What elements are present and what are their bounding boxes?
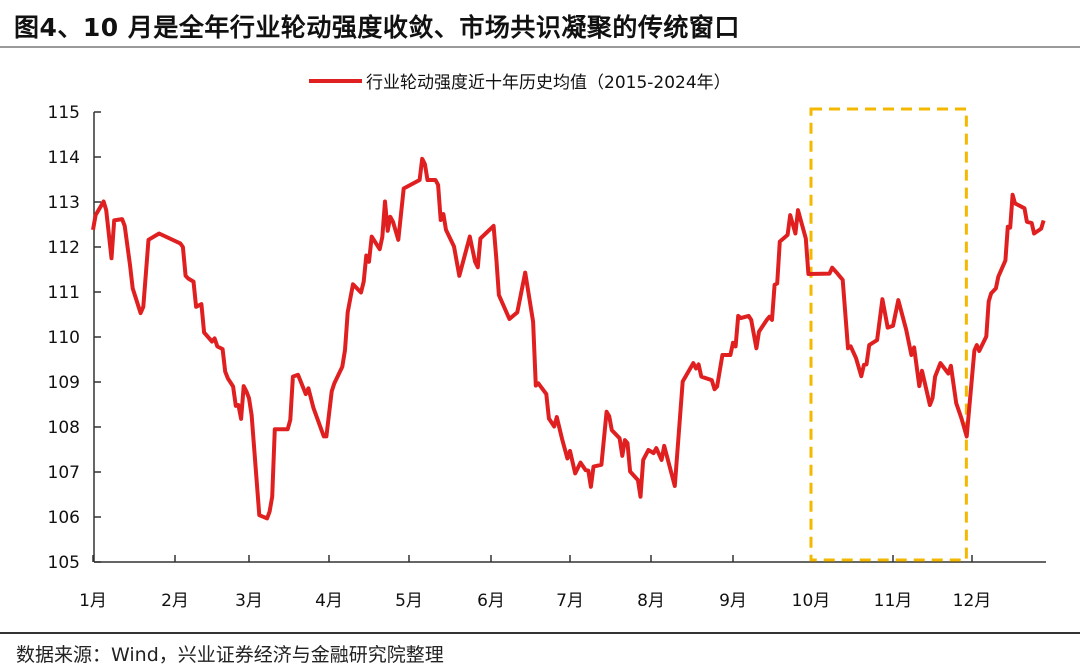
highlight-box: [809, 107, 968, 562]
x-tick-label: 1月: [79, 591, 107, 611]
legend: 行业轮动强度近十年历史均值（2015-2024年）: [309, 73, 731, 93]
y-tick-label: 115: [48, 103, 80, 123]
x-tick-label: 8月: [637, 591, 665, 611]
source-divider: [0, 632, 1080, 634]
chart-title: 图4、10 月是全年行业轮动强度收敛、市场共识凝聚的传统窗口: [14, 13, 740, 42]
x-tick-label: 7月: [556, 591, 584, 611]
x-tick-label: 5月: [395, 591, 423, 611]
title-divider: [0, 46, 1080, 48]
y-tick-label: 106: [48, 508, 80, 528]
x-tick-label: 3月: [235, 591, 263, 611]
x-axis: 1月 2月 3月 4月 5月 6月 7月 8月 9月 10月 11月 12月: [79, 555, 1046, 611]
x-tick-label: 12月: [953, 591, 992, 611]
y-tick-label: 105: [48, 553, 80, 573]
source-note: 数据来源：Wind，兴业证券经济与金融研究院整理: [16, 644, 444, 666]
y-tick-label: 112: [48, 238, 80, 258]
y-tick-label: 109: [48, 373, 80, 393]
legend-label: 行业轮动强度近十年历史均值（2015-2024年）: [366, 73, 731, 93]
y-tick-label: 113: [48, 193, 80, 213]
y-tick-label: 107: [48, 463, 80, 483]
y-tick-label: 114: [48, 148, 80, 168]
x-tick-label: 11月: [874, 591, 913, 611]
y-tick-label: 108: [48, 418, 80, 438]
series-line: [91, 156, 1046, 521]
y-tick-label: 111: [48, 283, 80, 303]
x-tick-label: 6月: [477, 591, 505, 611]
x-tick-label: 4月: [315, 591, 343, 611]
x-tick-label: 2月: [161, 591, 189, 611]
y-axis: 105 106 107 108 109 110 111 112 113 114 115: [48, 103, 101, 573]
x-tick-label: 10月: [792, 591, 831, 611]
y-tick-label: 110: [48, 328, 80, 348]
x-tick-label: 9月: [719, 591, 747, 611]
